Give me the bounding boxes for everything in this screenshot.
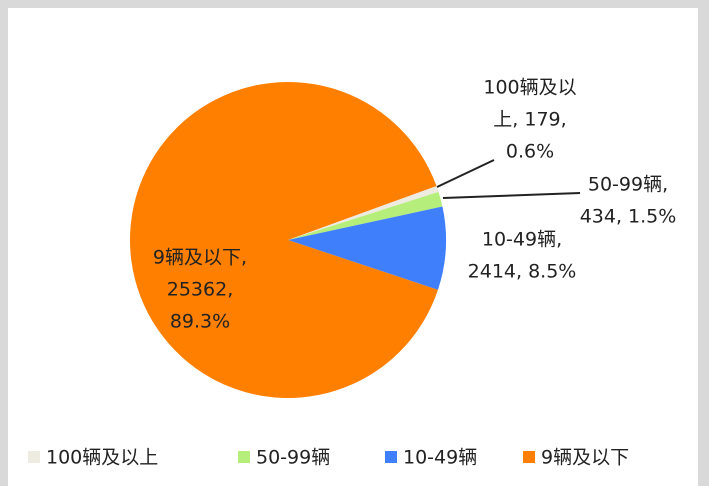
data-label: 89.3% xyxy=(170,311,230,333)
legend-swatch xyxy=(238,451,250,463)
data-label: 0.6% xyxy=(506,141,554,163)
legend-swatch xyxy=(28,451,40,463)
legend-swatch xyxy=(385,451,397,463)
legend-label: 9辆及以下 xyxy=(541,447,629,469)
pie-slice xyxy=(288,191,443,240)
data-label: 50-99辆, xyxy=(588,174,668,196)
leader-line xyxy=(436,159,495,188)
legend-swatch xyxy=(523,451,535,463)
data-label: 10-49辆, xyxy=(482,229,562,251)
legend-label: 100辆及以上 xyxy=(46,447,158,469)
data-label: 上, 179, xyxy=(493,109,566,131)
pie-slice xyxy=(288,185,439,240)
pie-slice xyxy=(288,206,447,290)
data-label: 25362, xyxy=(167,279,233,301)
data-label: 100辆及以 xyxy=(483,77,576,99)
pie-slice xyxy=(130,82,438,399)
data-label: 9辆及以下, xyxy=(153,247,247,269)
data-label: 434, 1.5% xyxy=(580,206,677,228)
legend-label: 10-49辆 xyxy=(403,447,477,469)
legend-label: 50-99辆 xyxy=(256,447,330,469)
leader-line xyxy=(442,192,581,199)
data-label: 2414, 8.5% xyxy=(468,261,577,283)
